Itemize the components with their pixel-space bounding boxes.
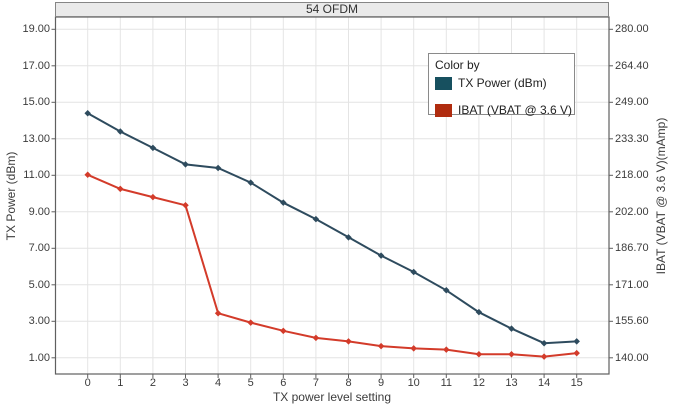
- data-point-marker[interactable]: [280, 327, 287, 335]
- data-point-marker[interactable]: [84, 109, 91, 117]
- data-point-marker[interactable]: [377, 342, 385, 350]
- data-point-marker[interactable]: [312, 215, 320, 223]
- ibat-series-line[interactable]: [87, 173, 577, 358]
- data-point-marker[interactable]: [345, 234, 352, 241]
- legend-item-ibat[interactable]: IBAT (VBAT @ 3.6 V): [435, 103, 572, 117]
- data-point-marker[interactable]: [214, 164, 222, 172]
- data-point-marker[interactable]: [540, 339, 548, 347]
- data-point-marker[interactable]: [540, 353, 548, 360]
- data-point-marker[interactable]: [508, 325, 515, 332]
- data-point-marker[interactable]: [84, 171, 91, 179]
- plot-border: [54, 16, 610, 375]
- data-point-marker[interactable]: [247, 179, 254, 186]
- data-point-marker[interactable]: [149, 144, 157, 152]
- legend-swatch-tx-power: [435, 76, 452, 90]
- data-point-marker[interactable]: [475, 351, 483, 358]
- data-point-marker[interactable]: [117, 185, 124, 193]
- ibat-series[interactable]: [84, 171, 580, 360]
- legend-swatch-ibat: [435, 103, 452, 117]
- data-point-marker[interactable]: [247, 319, 254, 326]
- data-point-marker[interactable]: [117, 128, 124, 135]
- tx-power-series[interactable]: [84, 109, 580, 347]
- legend: Color by TX Power (dBm) IBAT (VBAT @ 3.6…: [428, 53, 575, 117]
- axis-tick-marks: [51, 28, 613, 378]
- data-point-marker[interactable]: [443, 346, 450, 353]
- data-point-marker[interactable]: [573, 338, 580, 345]
- data-point-marker[interactable]: [312, 334, 320, 342]
- data-point-marker[interactable]: [182, 202, 189, 209]
- data-point-marker[interactable]: [410, 345, 417, 352]
- data-point-marker[interactable]: [573, 349, 580, 357]
- tx-power-series-line[interactable]: [87, 112, 577, 345]
- legend-item-ibat-label: IBAT (VBAT @ 3.6 V): [458, 103, 572, 117]
- data-point-marker[interactable]: [149, 193, 157, 201]
- chart-title-bar: 54 OFDM: [55, 2, 609, 17]
- x-axis-label: TX power level setting: [272, 390, 392, 404]
- data-point-marker[interactable]: [443, 287, 450, 294]
- data-point-marker[interactable]: [345, 338, 352, 345]
- legend-item-tx-power-label: TX Power (dBm): [458, 76, 547, 90]
- data-point-marker[interactable]: [280, 199, 287, 206]
- data-point-marker[interactable]: [410, 268, 417, 276]
- data-point-marker[interactable]: [182, 161, 189, 168]
- y-axis-right-label: IBAT (VBAT @ 3.6 V)(mAmp): [654, 117, 668, 275]
- legend-item-tx-power[interactable]: TX Power (dBm): [435, 76, 568, 90]
- data-point-marker[interactable]: [475, 308, 483, 316]
- data-point-marker[interactable]: [377, 252, 385, 259]
- y-axis-left-label: TX Power (dBm): [4, 151, 18, 241]
- data-point-marker[interactable]: [508, 351, 515, 358]
- data-point-marker[interactable]: [214, 309, 222, 317]
- chart-title: 54 OFDM: [305, 2, 358, 16]
- legend-title: Color by: [435, 58, 480, 72]
